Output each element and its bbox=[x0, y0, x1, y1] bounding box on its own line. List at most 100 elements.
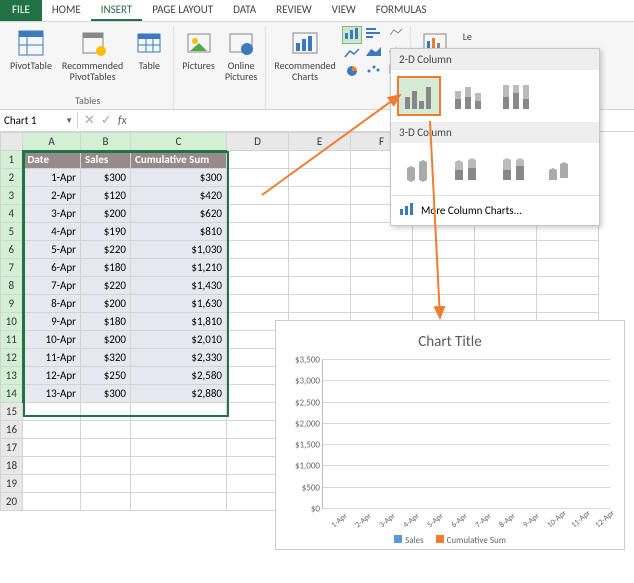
pictures-button[interactable]: Pictures bbox=[178, 26, 219, 92]
cell[interactable] bbox=[23, 457, 81, 475]
cell[interactable] bbox=[131, 475, 227, 493]
cell[interactable] bbox=[23, 403, 81, 421]
cell[interactable] bbox=[81, 493, 131, 511]
column-chart-button[interactable] bbox=[342, 26, 362, 44]
recommended-pivottables-button[interactable]: Recommended PivotTables bbox=[58, 26, 127, 92]
row-header-6[interactable]: 6 bbox=[1, 241, 23, 259]
more-column-charts-button[interactable]: More Column Charts... bbox=[391, 195, 599, 225]
cell[interactable]: $300 bbox=[81, 169, 131, 187]
cell[interactable] bbox=[227, 277, 289, 295]
cell[interactable] bbox=[81, 457, 131, 475]
pivottable-button[interactable]: PivotTable bbox=[6, 26, 56, 92]
row-header-12[interactable]: 12 bbox=[1, 349, 23, 367]
tab-formulas[interactable]: FORMULAS bbox=[366, 0, 437, 21]
scatter-chart-button[interactable] bbox=[364, 62, 384, 78]
cell[interactable]: 12-Apr bbox=[23, 367, 81, 385]
row-header-8[interactable]: 8 bbox=[1, 277, 23, 295]
embedded-chart[interactable]: Chart Title $3,500$3,000$2,500$2,000$1,5… bbox=[275, 320, 625, 550]
cell[interactable] bbox=[227, 223, 289, 241]
cell[interactable] bbox=[227, 151, 289, 169]
col-header-B[interactable]: B bbox=[81, 133, 131, 151]
cell[interactable] bbox=[537, 277, 599, 295]
cell[interactable] bbox=[289, 169, 351, 187]
cell[interactable]: $620 bbox=[131, 205, 227, 223]
tab-data[interactable]: DATA bbox=[223, 0, 266, 21]
cell[interactable]: 3-Apr bbox=[23, 205, 81, 223]
cell[interactable] bbox=[227, 259, 289, 277]
cell[interactable]: $2,010 bbox=[131, 331, 227, 349]
cell[interactable]: $180 bbox=[81, 313, 131, 331]
row-header-14[interactable]: 14 bbox=[1, 385, 23, 403]
cell[interactable]: $1,030 bbox=[131, 241, 227, 259]
cell[interactable]: 7-Apr bbox=[23, 277, 81, 295]
cell[interactable]: $2,880 bbox=[131, 385, 227, 403]
cell[interactable]: $200 bbox=[81, 205, 131, 223]
name-box-dropdown-icon[interactable]: ▼ bbox=[65, 116, 73, 126]
cell[interactable] bbox=[23, 493, 81, 511]
3d-column-option[interactable] bbox=[541, 149, 585, 189]
clustered-column-option[interactable] bbox=[397, 76, 441, 116]
cell[interactable] bbox=[413, 277, 475, 295]
cell[interactable] bbox=[81, 421, 131, 439]
row-header-4[interactable]: 4 bbox=[1, 205, 23, 223]
cell[interactable] bbox=[475, 277, 537, 295]
table-button[interactable]: Table bbox=[129, 26, 169, 92]
cell[interactable] bbox=[351, 241, 413, 259]
cell[interactable]: $200 bbox=[81, 295, 131, 313]
row-header-18[interactable]: 18 bbox=[1, 457, 23, 475]
chart-title[interactable]: Chart Title bbox=[284, 333, 616, 351]
cell[interactable] bbox=[131, 421, 227, 439]
cell[interactable] bbox=[131, 439, 227, 457]
cell[interactable]: $810 bbox=[131, 223, 227, 241]
cell[interactable]: $250 bbox=[81, 367, 131, 385]
cell[interactable]: $120 bbox=[81, 187, 131, 205]
row-header-9[interactable]: 9 bbox=[1, 295, 23, 313]
cell[interactable]: $320 bbox=[81, 349, 131, 367]
stacked-100-column-option[interactable] bbox=[493, 76, 537, 116]
row-header-20[interactable]: 20 bbox=[1, 493, 23, 511]
row-header-11[interactable]: 11 bbox=[1, 331, 23, 349]
row-header-17[interactable]: 17 bbox=[1, 439, 23, 457]
row-header-1[interactable]: 1 bbox=[1, 151, 23, 169]
bar-chart-button[interactable] bbox=[364, 26, 384, 42]
row-header-10[interactable]: 10 bbox=[1, 313, 23, 331]
cell[interactable] bbox=[227, 169, 289, 187]
row-header-5[interactable]: 5 bbox=[1, 223, 23, 241]
cell[interactable]: $220 bbox=[81, 241, 131, 259]
cell[interactable] bbox=[537, 295, 599, 313]
cell[interactable] bbox=[537, 241, 599, 259]
stock-chart-button[interactable] bbox=[386, 26, 406, 42]
cell[interactable]: $300 bbox=[81, 385, 131, 403]
online-pictures-button[interactable]: Online Pictures bbox=[221, 26, 262, 92]
cell[interactable] bbox=[23, 439, 81, 457]
enter-icon[interactable]: ✓ bbox=[101, 113, 112, 128]
3d-stacked-option[interactable] bbox=[445, 149, 489, 189]
cell[interactable]: 6-Apr bbox=[23, 259, 81, 277]
cell[interactable]: $1,210 bbox=[131, 259, 227, 277]
cell[interactable]: $1,630 bbox=[131, 295, 227, 313]
name-box[interactable]: Chart 1 ▼ bbox=[0, 112, 78, 129]
tab-view[interactable]: VIEW bbox=[322, 0, 366, 21]
header-date[interactable]: Date bbox=[23, 151, 81, 169]
recommended-charts-button[interactable]: Recommended Charts bbox=[270, 26, 339, 92]
cell[interactable] bbox=[131, 403, 227, 421]
cell[interactable]: $1,810 bbox=[131, 313, 227, 331]
row-header-15[interactable]: 15 bbox=[1, 403, 23, 421]
tab-home[interactable]: HOME bbox=[42, 0, 91, 21]
cell[interactable] bbox=[289, 241, 351, 259]
col-header-C[interactable]: C bbox=[131, 133, 227, 151]
3d-clustered-option[interactable] bbox=[397, 149, 441, 189]
cell[interactable]: $190 bbox=[81, 223, 131, 241]
cell[interactable] bbox=[23, 421, 81, 439]
row-header-7[interactable]: 7 bbox=[1, 259, 23, 277]
tab-review[interactable]: REVIEW bbox=[266, 0, 322, 21]
cell[interactable]: $300 bbox=[131, 169, 227, 187]
cell[interactable] bbox=[351, 277, 413, 295]
row-header-3[interactable]: 3 bbox=[1, 187, 23, 205]
col-header-E[interactable]: E bbox=[289, 133, 351, 151]
cell[interactable] bbox=[475, 259, 537, 277]
line-chart-button[interactable] bbox=[342, 46, 362, 62]
cell[interactable] bbox=[475, 295, 537, 313]
cell[interactable] bbox=[131, 493, 227, 511]
cell[interactable]: 4-Apr bbox=[23, 223, 81, 241]
